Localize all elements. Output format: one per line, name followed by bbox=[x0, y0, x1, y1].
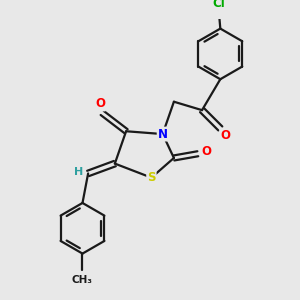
Text: H: H bbox=[74, 167, 84, 177]
Text: N: N bbox=[158, 128, 168, 141]
Text: O: O bbox=[202, 145, 212, 158]
Text: Cl: Cl bbox=[212, 0, 225, 10]
Text: O: O bbox=[220, 129, 230, 142]
Text: CH₃: CH₃ bbox=[72, 275, 93, 285]
Text: O: O bbox=[95, 98, 105, 110]
Text: S: S bbox=[147, 171, 156, 184]
